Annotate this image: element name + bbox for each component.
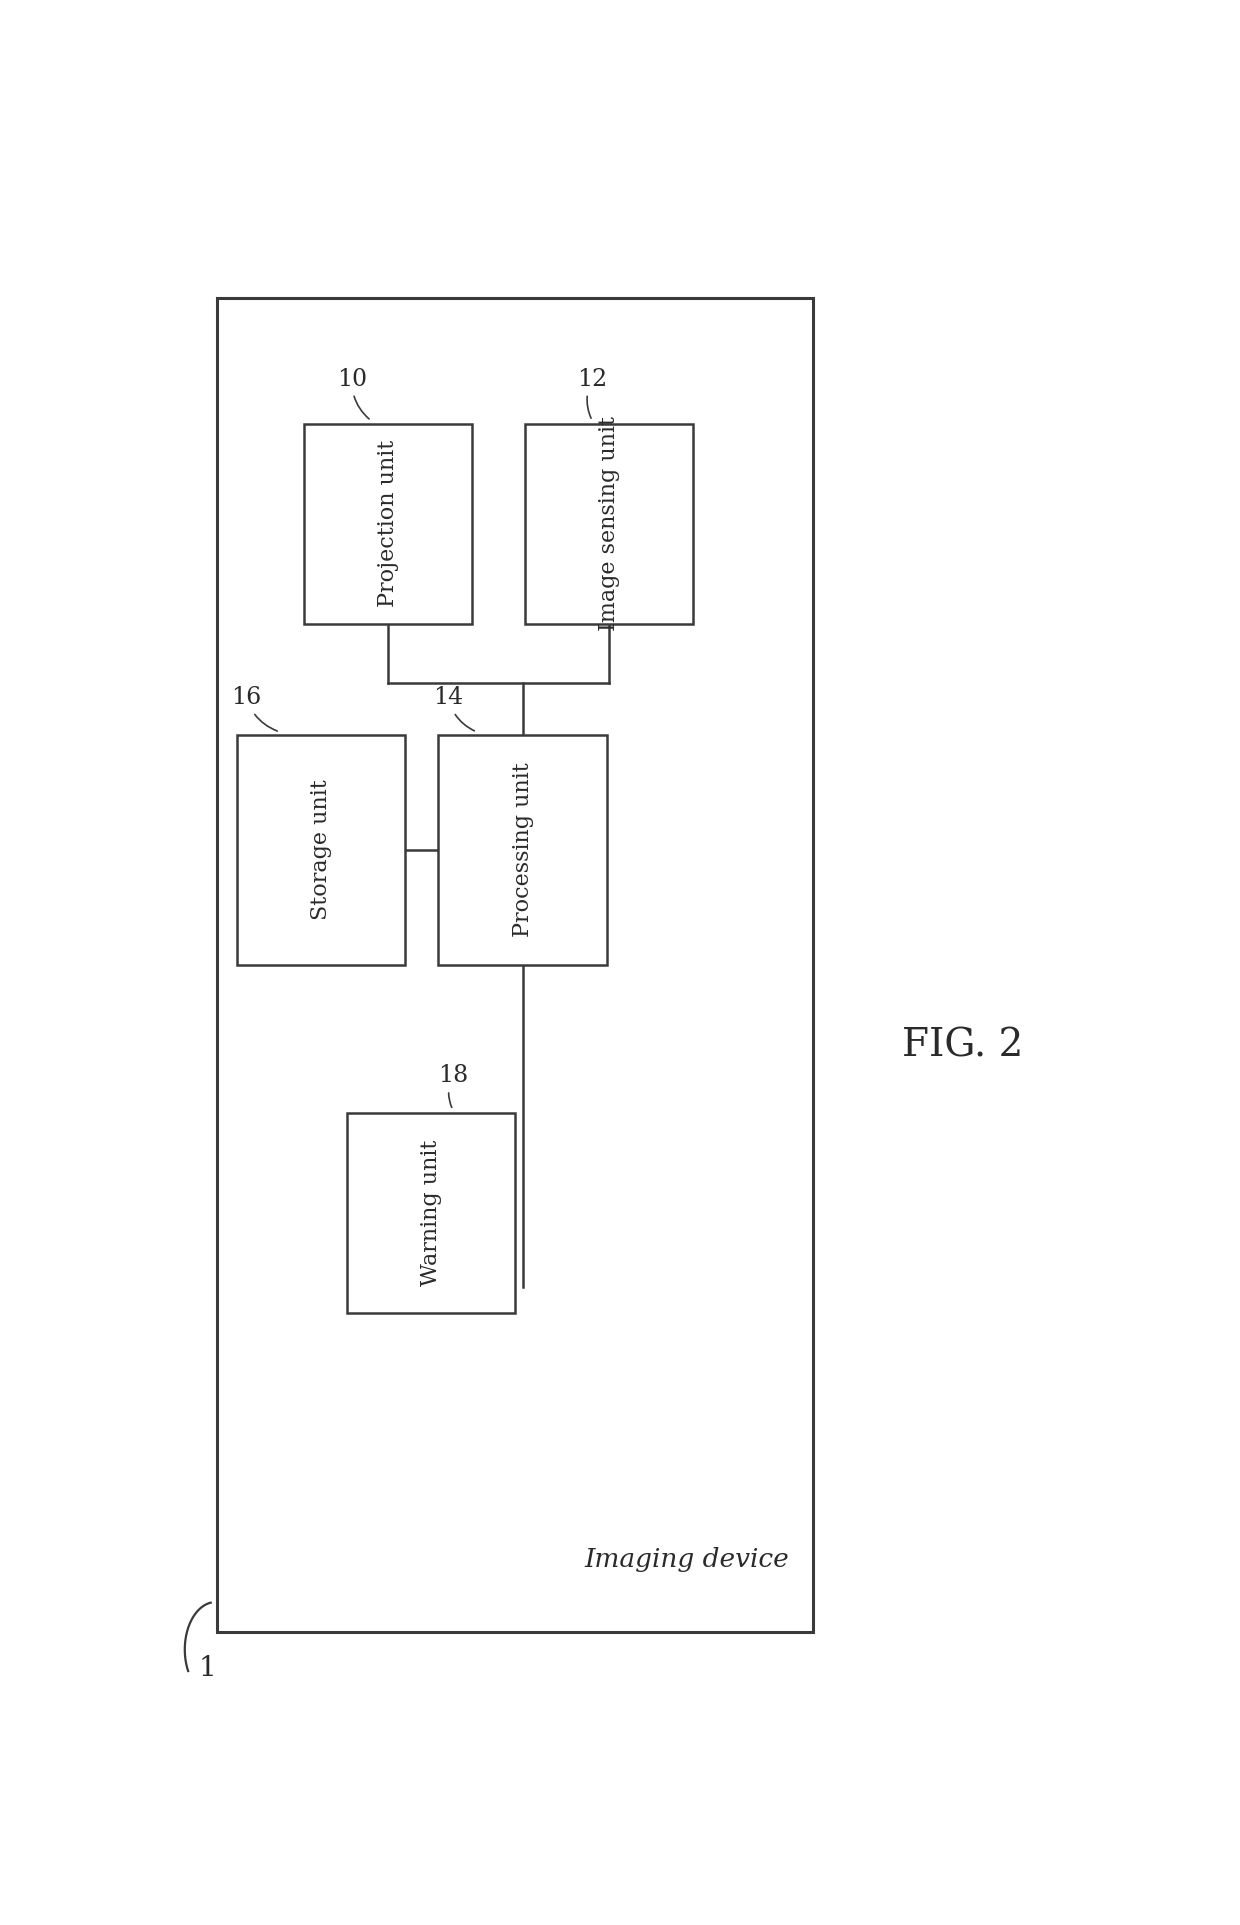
Text: FIG. 2: FIG. 2 (901, 1028, 1023, 1065)
Text: Warning unit: Warning unit (420, 1140, 443, 1286)
Bar (439, 735, 606, 964)
Text: Projection unit: Projection unit (377, 441, 399, 608)
Text: Image sensing unit: Image sensing unit (598, 416, 620, 631)
Bar (304, 424, 472, 624)
Text: Processing unit: Processing unit (512, 762, 533, 937)
Bar (347, 1113, 516, 1313)
Bar (217, 298, 813, 1632)
Text: 14: 14 (433, 687, 475, 732)
Text: 12: 12 (577, 368, 608, 418)
Text: 16: 16 (231, 687, 278, 732)
Text: 18: 18 (438, 1065, 467, 1107)
Text: 1: 1 (198, 1656, 217, 1682)
Text: Storage unit: Storage unit (310, 780, 332, 920)
Bar (237, 735, 404, 964)
Text: Imaging device: Imaging device (584, 1548, 789, 1573)
Bar (525, 424, 693, 624)
Text: 10: 10 (337, 368, 370, 420)
